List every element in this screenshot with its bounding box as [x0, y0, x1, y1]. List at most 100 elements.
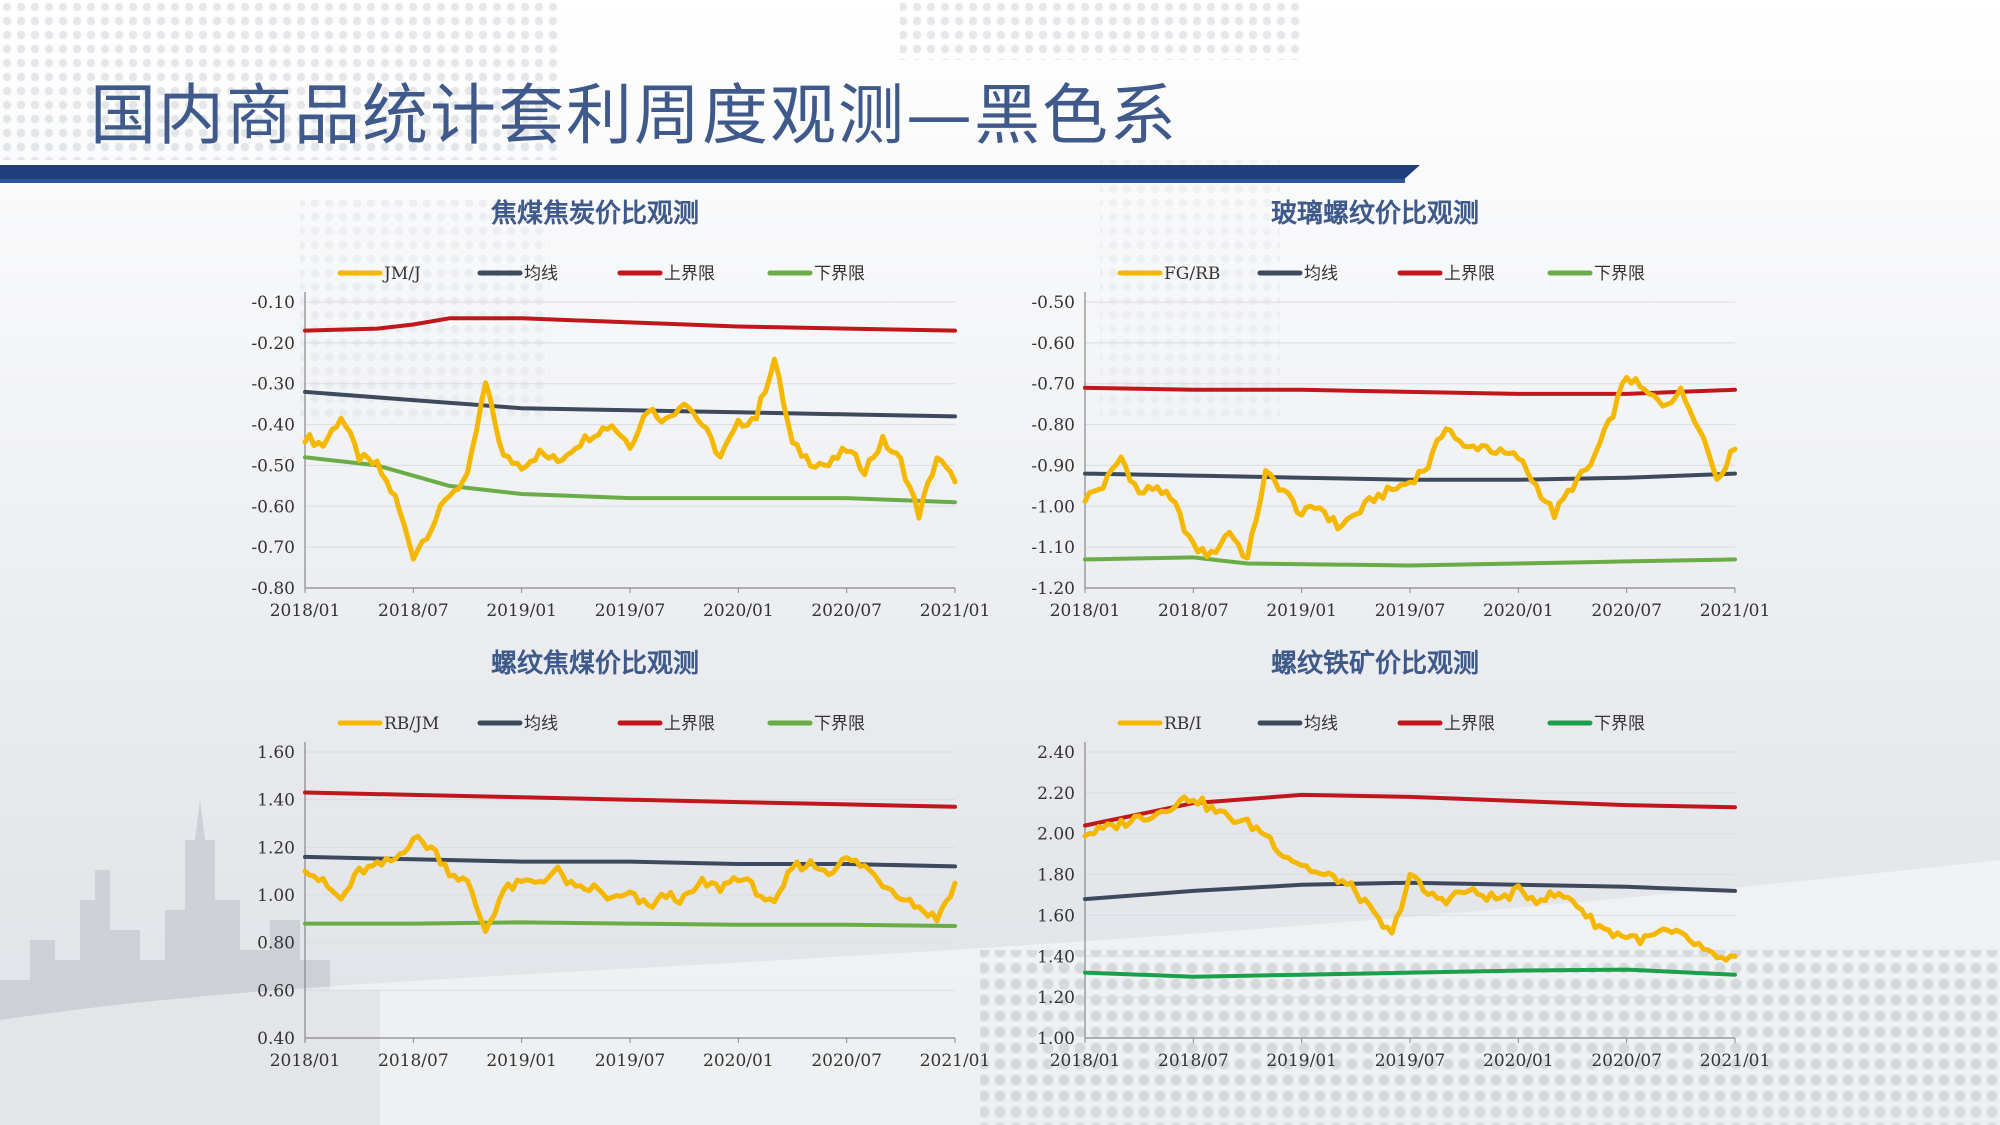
- series-line-upper: [1083, 385, 1737, 396]
- x-tick-label: 2020/07: [1591, 1051, 1662, 1071]
- legend-label: 均线: [1304, 714, 1338, 734]
- legend-label: 上界限: [664, 714, 715, 734]
- chart-title: 玻璃螺纹价比观测: [1271, 198, 1479, 229]
- series-line-mean: [303, 854, 957, 869]
- y-tick-label: 1.00: [1037, 1029, 1075, 1049]
- legend-item: 下界限: [1547, 264, 1645, 284]
- legend-label: 上界限: [1444, 264, 1495, 284]
- x-tick-label: 2018/01: [1050, 1051, 1121, 1071]
- x-tick-label: 2019/01: [1266, 601, 1337, 621]
- x-tick-label: 2021/01: [1700, 601, 1770, 621]
- series-line-lower: [303, 455, 957, 505]
- y-tick-label: 2.20: [1037, 784, 1075, 804]
- world-map-dots: [0, 0, 1300, 420]
- legend-item: 均线: [477, 714, 558, 734]
- y-tick-label: -0.10: [251, 293, 295, 313]
- legend-item: RB/JM: [337, 714, 439, 734]
- x-tick-label: 2019/01: [1266, 1051, 1337, 1071]
- chart-title: 焦煤焦炭价比观测: [491, 198, 699, 229]
- y-tick-label: 0.60: [257, 981, 295, 1001]
- chart-svg-rb-jm: 螺纹焦煤价比观测 RB/JM 均线 上界限 下界限 1.60 1.40 1.20 1.00 0.8…: [257, 648, 990, 1071]
- legend-item: 上界限: [617, 714, 715, 734]
- series-line-mean: [1083, 880, 1737, 902]
- y-tick-label: 1.20: [257, 838, 295, 858]
- legend-item: 下界限: [1547, 714, 1645, 734]
- x-tick-label: 2019/01: [486, 601, 557, 621]
- y-tick-label: 1.80: [1037, 866, 1075, 886]
- series-line-ratio: [302, 833, 958, 934]
- y-tick-label: -0.50: [1031, 293, 1075, 313]
- slide-title: 国内商品统计套利周度观测—黑色系: [90, 77, 1178, 154]
- y-tick-label: -1.00: [1031, 497, 1075, 517]
- x-tick-label: 2020/01: [703, 601, 774, 621]
- x-tick-label: 2021/01: [1700, 1051, 1770, 1071]
- series-line-lower: [1083, 555, 1737, 568]
- series-line-ratio: [302, 356, 958, 562]
- legend-label: 下界限: [1594, 264, 1645, 284]
- x-tick-label: 2018/01: [270, 1051, 341, 1071]
- y-tick-label: 1.60: [1037, 906, 1075, 926]
- legend-label: 上界限: [1444, 714, 1495, 734]
- x-tick-label: 2021/01: [920, 1051, 990, 1071]
- x-tick-label: 2020/07: [811, 1051, 882, 1071]
- series-line-upper: [303, 790, 957, 809]
- chart-svg-fg-rb: 玻璃螺纹价比观测 FG/RB 均线 上界限 下界限 -0.50 -0.60 -0.70 -0.8…: [1031, 198, 1770, 621]
- legend-label: RB/I: [1164, 714, 1202, 734]
- y-tick-label: 1.00: [257, 886, 295, 906]
- title-underline-bar: [0, 165, 1420, 183]
- y-tick-label: 2.40: [1037, 743, 1075, 763]
- x-tick-label: 2018/07: [378, 1051, 449, 1071]
- y-tick-label: -0.20: [251, 334, 295, 354]
- series-line-ratio: [1082, 794, 1738, 963]
- legend-label: JM/J: [382, 264, 421, 284]
- x-tick-label: 2019/07: [1375, 601, 1446, 621]
- x-tick-label: 2019/07: [1375, 1051, 1446, 1071]
- y-tick-label: 0.40: [257, 1029, 295, 1049]
- chart-svg-jm-j: 焦煤焦炭价比观测 JM/J 均线 上界限 下界限 -0.10 -0.20 -0.30 -0.40…: [251, 198, 990, 621]
- legend-label: 均线: [524, 714, 558, 734]
- y-tick-label: -0.30: [251, 375, 295, 395]
- legend-item: 上界限: [617, 264, 715, 284]
- y-tick-label: 0.80: [257, 934, 295, 954]
- legend-item: 下界限: [767, 714, 865, 734]
- y-tick-label: -0.80: [1031, 416, 1075, 436]
- x-tick-label: 2018/01: [270, 601, 341, 621]
- chart-rb-i: 螺纹铁矿价比观测 RB/I 均线 上界限 下界限 2.40 2.20 2.00 1.80 1.60…: [980, 640, 1770, 1071]
- x-tick-label: 2018/01: [1050, 601, 1121, 621]
- y-tick-label: -0.40: [251, 416, 295, 436]
- x-tick-label: 2020/07: [811, 601, 882, 621]
- legend-label: 上界限: [664, 264, 715, 284]
- chart-svg-rb-i: 螺纹铁矿价比观测 RB/I 均线 上界限 下界限 2.40 2.20 2.00 1.80 1.60…: [1037, 648, 1770, 1071]
- legend-label: 下界限: [814, 264, 865, 284]
- y-tick-label: -0.60: [1031, 334, 1075, 354]
- legend-label: 均线: [1304, 264, 1338, 284]
- y-tick-label: 1.40: [257, 791, 295, 811]
- series-line-upper: [303, 316, 957, 333]
- y-tick-label: 2.00: [1037, 825, 1075, 845]
- chart-title: 螺纹铁矿价比观测: [1271, 648, 1479, 679]
- legend-item: 均线: [1257, 264, 1338, 284]
- chart-fg-rb: 玻璃螺纹价比观测 FG/RB 均线 上界限 下界限 -0.50 -0.60 -0.70 -0.8…: [980, 190, 1770, 630]
- legend-item: 均线: [477, 264, 558, 284]
- legend-item: 上界限: [1397, 714, 1495, 734]
- legend-label: 下界限: [814, 714, 865, 734]
- legend-label: 下界限: [1594, 714, 1645, 734]
- legend-item: 上界限: [1397, 264, 1495, 284]
- legend-item: 下界限: [767, 264, 865, 284]
- city-skyline: [0, 800, 380, 1125]
- chart-jm-j: 焦煤焦炭价比观测 JM/J 均线 上界限 下界限 -0.10 -0.20 -0.30 -0.40…: [200, 190, 990, 630]
- x-tick-label: 2019/07: [595, 1051, 666, 1071]
- x-tick-label: 2020/01: [703, 1051, 774, 1071]
- x-tick-label: 2018/07: [1158, 1051, 1229, 1071]
- y-tick-label: 1.60: [257, 743, 295, 763]
- y-tick-label: -1.20: [1031, 579, 1075, 599]
- legend-label: 均线: [524, 264, 558, 284]
- y-tick-label: -1.10: [1031, 538, 1075, 558]
- legend-label: RB/JM: [384, 714, 439, 734]
- y-tick-label: -0.70: [251, 538, 295, 558]
- y-tick-label: -0.70: [1031, 375, 1075, 395]
- x-tick-label: 2019/01: [486, 1051, 557, 1071]
- legend-item: 均线: [1257, 714, 1338, 734]
- y-tick-label: 1.20: [1037, 988, 1075, 1008]
